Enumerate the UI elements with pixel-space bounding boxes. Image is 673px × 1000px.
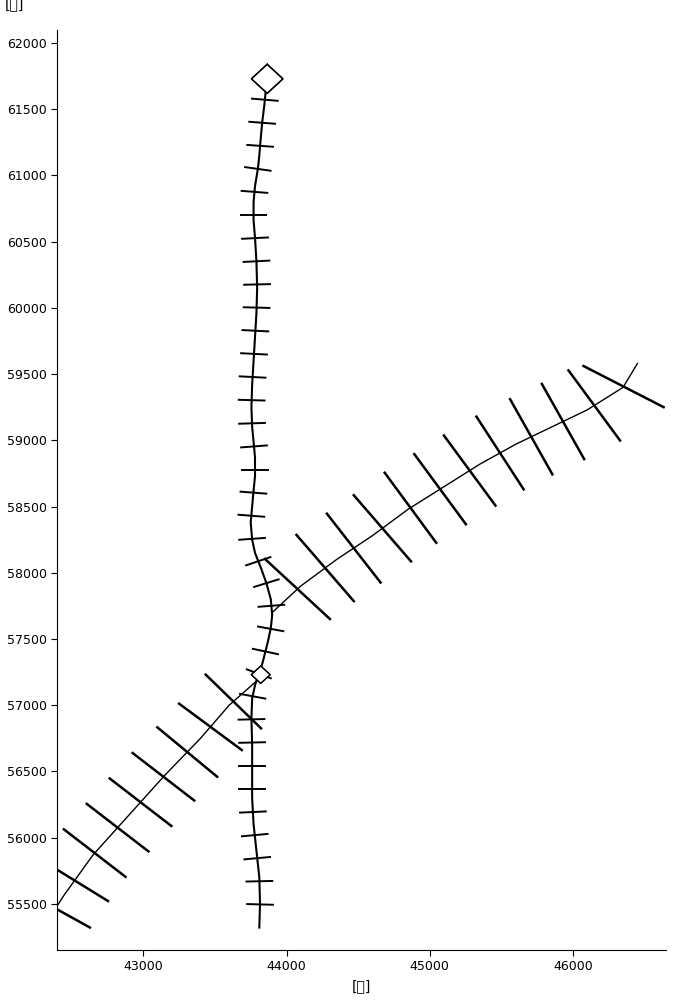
Polygon shape xyxy=(252,64,283,93)
Y-axis label: [米]: [米] xyxy=(5,0,24,11)
Polygon shape xyxy=(251,666,270,683)
X-axis label: [米]: [米] xyxy=(352,979,371,993)
